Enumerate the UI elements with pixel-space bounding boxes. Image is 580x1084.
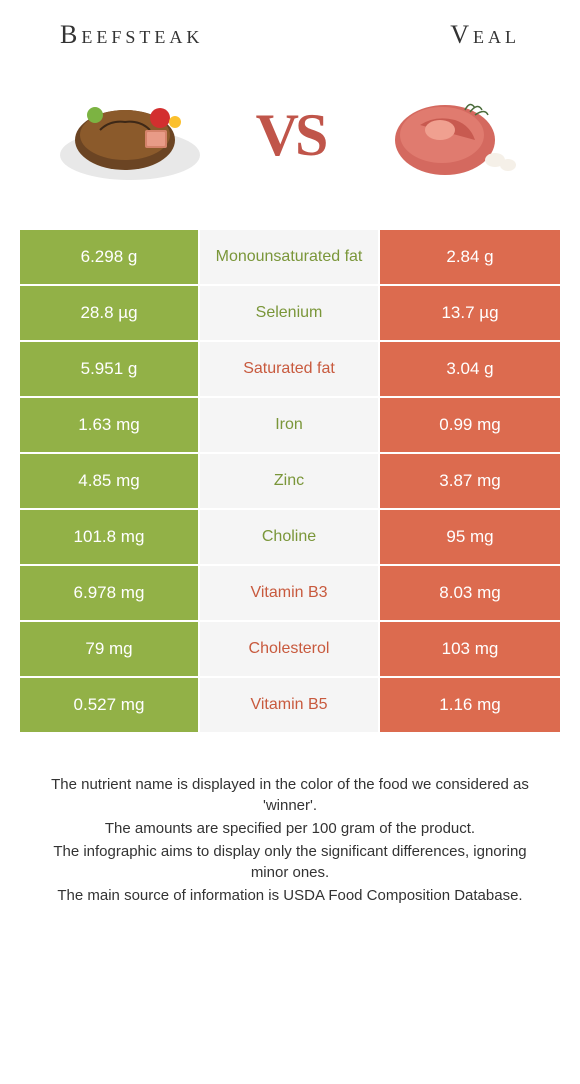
right-food-title: Veal <box>450 20 520 50</box>
footer-line-4: The main source of information is USDA F… <box>40 885 540 906</box>
nutrient-name-cell: Selenium <box>200 286 380 340</box>
footer-line-2: The amounts are specified per 100 gram o… <box>40 818 540 839</box>
right-value-cell: 1.16 mg <box>380 678 560 732</box>
table-row: 6.298 gMonounsaturated fat2.84 g <box>20 230 560 286</box>
nutrient-name-cell: Choline <box>200 510 380 564</box>
images-row: VS <box>20 80 560 190</box>
table-row: 79 mgCholesterol103 mg <box>20 622 560 678</box>
nutrient-name-cell: Iron <box>200 398 380 452</box>
table-row: 1.63 mgIron0.99 mg <box>20 398 560 454</box>
nutrient-table: 6.298 gMonounsaturated fat2.84 g28.8 µgS… <box>20 230 560 734</box>
beefsteak-image <box>50 80 210 190</box>
table-row: 101.8 mgCholine95 mg <box>20 510 560 566</box>
nutrient-name-cell: Zinc <box>200 454 380 508</box>
table-row: 28.8 µgSelenium13.7 µg <box>20 286 560 342</box>
left-value-cell: 28.8 µg <box>20 286 200 340</box>
header: Beefsteak Veal <box>20 20 560 50</box>
nutrient-name-cell: Vitamin B5 <box>200 678 380 732</box>
left-value-cell: 5.951 g <box>20 342 200 396</box>
right-value-cell: 8.03 mg <box>380 566 560 620</box>
footer-notes: The nutrient name is displayed in the co… <box>20 774 560 906</box>
right-value-cell: 103 mg <box>380 622 560 676</box>
left-value-cell: 6.298 g <box>20 230 200 284</box>
left-value-cell: 101.8 mg <box>20 510 200 564</box>
left-value-cell: 79 mg <box>20 622 200 676</box>
footer-line-1: The nutrient name is displayed in the co… <box>40 774 540 816</box>
table-row: 4.85 mgZinc3.87 mg <box>20 454 560 510</box>
nutrient-name-cell: Saturated fat <box>200 342 380 396</box>
right-value-cell: 0.99 mg <box>380 398 560 452</box>
nutrient-name-cell: Vitamin B3 <box>200 566 380 620</box>
left-value-cell: 1.63 mg <box>20 398 200 452</box>
footer-line-3: The infographic aims to display only the… <box>40 841 540 883</box>
table-row: 5.951 gSaturated fat3.04 g <box>20 342 560 398</box>
table-row: 6.978 mgVitamin B38.03 mg <box>20 566 560 622</box>
right-value-cell: 95 mg <box>380 510 560 564</box>
right-value-cell: 2.84 g <box>380 230 560 284</box>
left-value-cell: 4.85 mg <box>20 454 200 508</box>
nutrient-name-cell: Cholesterol <box>200 622 380 676</box>
right-value-cell: 3.87 mg <box>380 454 560 508</box>
nutrient-name-cell: Monounsaturated fat <box>200 230 380 284</box>
left-value-cell: 0.527 mg <box>20 678 200 732</box>
vs-label: VS <box>256 101 325 170</box>
left-food-title: Beefsteak <box>60 20 203 50</box>
left-value-cell: 6.978 mg <box>20 566 200 620</box>
veal-image <box>370 80 530 190</box>
right-value-cell: 13.7 µg <box>380 286 560 340</box>
right-value-cell: 3.04 g <box>380 342 560 396</box>
table-row: 0.527 mgVitamin B51.16 mg <box>20 678 560 734</box>
